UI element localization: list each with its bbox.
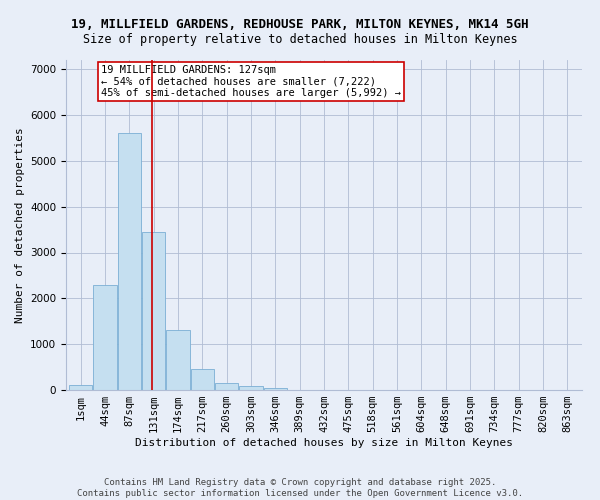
Text: 19 MILLFIELD GARDENS: 127sqm
← 54% of detached houses are smaller (7,222)
45% of: 19 MILLFIELD GARDENS: 127sqm ← 54% of de… [101, 65, 401, 98]
Text: Contains HM Land Registry data © Crown copyright and database right 2025.
Contai: Contains HM Land Registry data © Crown c… [77, 478, 523, 498]
Bar [69, 386, 92, 390]
Bar [118, 134, 141, 390]
Bar [166, 330, 190, 390]
Y-axis label: Number of detached properties: Number of detached properties [14, 127, 25, 323]
Bar [215, 383, 238, 390]
Bar [239, 386, 263, 390]
X-axis label: Distribution of detached houses by size in Milton Keynes: Distribution of detached houses by size … [135, 438, 513, 448]
Text: 19, MILLFIELD GARDENS, REDHOUSE PARK, MILTON KEYNES, MK14 5GH: 19, MILLFIELD GARDENS, REDHOUSE PARK, MI… [71, 18, 529, 30]
Bar [264, 388, 287, 390]
Bar [191, 370, 214, 390]
Bar [142, 232, 165, 390]
Text: Size of property relative to detached houses in Milton Keynes: Size of property relative to detached ho… [83, 32, 517, 46]
Bar [94, 284, 116, 390]
